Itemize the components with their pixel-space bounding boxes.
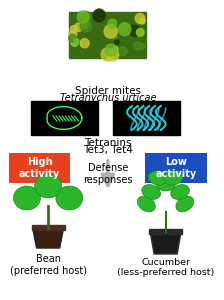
Circle shape	[69, 30, 77, 38]
Circle shape	[135, 14, 145, 23]
Circle shape	[107, 49, 119, 61]
Text: Tetranychus urticae: Tetranychus urticae	[60, 93, 156, 103]
Circle shape	[93, 11, 104, 22]
FancyBboxPatch shape	[145, 153, 207, 183]
Circle shape	[114, 46, 118, 51]
Circle shape	[74, 23, 82, 32]
Polygon shape	[13, 186, 41, 210]
Circle shape	[129, 25, 140, 36]
Circle shape	[104, 25, 117, 38]
Bar	[69, 12, 146, 58]
Text: Tetranins: Tetranins	[84, 138, 131, 148]
Polygon shape	[148, 171, 167, 185]
Text: Low
activity: Low activity	[156, 157, 197, 179]
Circle shape	[136, 28, 144, 36]
Text: Spider mites: Spider mites	[75, 86, 141, 96]
Polygon shape	[56, 186, 83, 210]
Circle shape	[134, 41, 142, 50]
Circle shape	[140, 44, 145, 49]
Polygon shape	[156, 177, 175, 191]
Text: High
activity: High activity	[19, 157, 60, 179]
Circle shape	[139, 18, 145, 24]
Polygon shape	[150, 232, 181, 254]
Polygon shape	[33, 228, 64, 248]
Text: Bean
(preferred host): Bean (preferred host)	[10, 254, 87, 276]
Circle shape	[105, 44, 117, 56]
Text: Tet3, Tet4: Tet3, Tet4	[83, 145, 133, 155]
Circle shape	[112, 35, 117, 40]
Circle shape	[77, 11, 89, 23]
FancyBboxPatch shape	[9, 153, 70, 183]
Circle shape	[119, 47, 127, 56]
Circle shape	[115, 40, 119, 44]
Circle shape	[69, 34, 76, 42]
Circle shape	[70, 26, 77, 33]
Bar	[31, 101, 98, 135]
Bar	[113, 101, 180, 135]
Text: Defense
responses: Defense responses	[83, 163, 133, 185]
Circle shape	[80, 39, 89, 48]
Bar	[32, 225, 65, 230]
Circle shape	[93, 9, 105, 21]
Circle shape	[101, 48, 114, 61]
Circle shape	[81, 11, 91, 21]
Polygon shape	[171, 184, 189, 200]
Circle shape	[81, 20, 88, 28]
Polygon shape	[176, 196, 194, 212]
Bar	[149, 229, 182, 234]
Circle shape	[80, 20, 92, 32]
Polygon shape	[164, 171, 183, 185]
Circle shape	[71, 38, 78, 46]
Polygon shape	[35, 174, 62, 198]
Polygon shape	[142, 184, 161, 200]
Circle shape	[118, 23, 131, 36]
Circle shape	[74, 38, 79, 43]
Circle shape	[108, 19, 117, 28]
Text: Cucumber
(less-preferred host): Cucumber (less-preferred host)	[117, 258, 214, 278]
Circle shape	[95, 11, 103, 19]
Polygon shape	[137, 196, 155, 212]
